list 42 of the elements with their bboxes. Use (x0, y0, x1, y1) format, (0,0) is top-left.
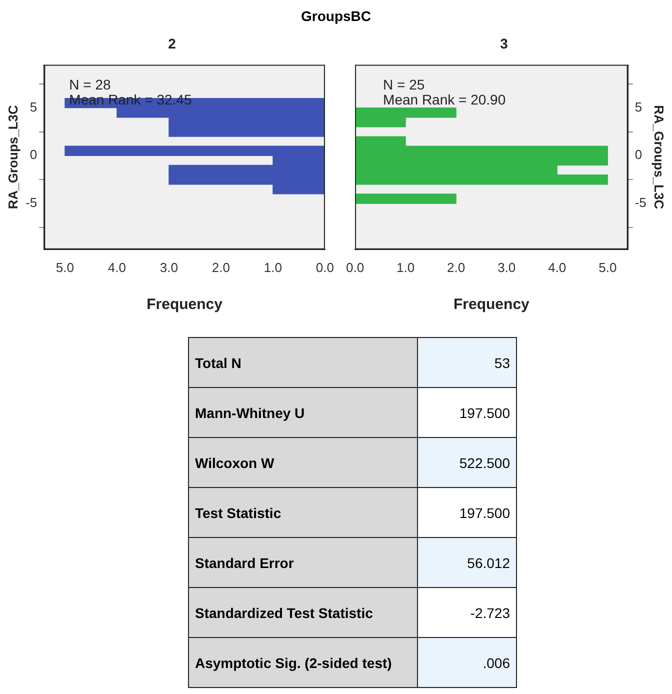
y-axis-title: RA_Groups_L3C (5, 104, 20, 210)
text: -2.723 (470, 604, 510, 620)
text: 53 (494, 354, 510, 370)
category-label: Test Statistic (188, 488, 418, 538)
y-tick-label: 5 (634, 99, 642, 114)
category-label: Standard Error (188, 538, 418, 588)
x-tick-label: 5.0 (56, 260, 74, 275)
x-axis-title: Frequency (454, 296, 530, 314)
text: .006 (482, 654, 510, 670)
text: 522.500 (459, 454, 510, 470)
category-label: Standardized Test Statistic (188, 588, 418, 638)
y-tick-label: 5 (30, 99, 38, 114)
y-tick-label: 0 (634, 147, 642, 162)
x-tick-label: 2.0 (447, 260, 466, 275)
chart-title: GroupsBC (300, 8, 372, 24)
annotation: N = 28 (69, 76, 112, 93)
annotation: N = 25 (383, 76, 425, 93)
x-tick-label: 4.0 (548, 260, 566, 275)
category-label: Mann-Whitney U (188, 388, 418, 438)
chart-subtitle: 2 (168, 35, 176, 52)
x-tick-label: 5.0 (598, 260, 617, 275)
x-tick-label: 0.0 (316, 260, 334, 275)
text: 197.500 (459, 404, 510, 420)
x-axis-title: Frequency (146, 296, 224, 314)
y-tick-label: -5 (26, 195, 38, 210)
category-label: Asymptotic Sig. (2-sided test) (188, 638, 418, 688)
x-tick-label: 0.0 (346, 260, 364, 275)
x-tick-label: 3.0 (160, 260, 178, 275)
y-tick-label: 0 (30, 147, 38, 162)
y-tick-label: -5 (634, 195, 646, 210)
text: 197.500 (459, 504, 510, 520)
text: 56.012 (467, 554, 510, 570)
x-tick-label: 1.0 (396, 260, 415, 275)
x-tick-label: 2.0 (212, 260, 230, 275)
x-tick-label: 1.0 (264, 260, 282, 275)
chart-subtitle: 3 (500, 35, 508, 52)
x-tick-label: 3.0 (498, 260, 516, 275)
category-label: Total N (188, 338, 418, 388)
y-axis-title: RA_Groups_L3C (652, 105, 667, 210)
annotation: Mean Rank = 20.90 (383, 92, 506, 108)
category-label: Wilcoxon W (188, 438, 418, 488)
x-tick-label: 4.0 (108, 260, 126, 275)
